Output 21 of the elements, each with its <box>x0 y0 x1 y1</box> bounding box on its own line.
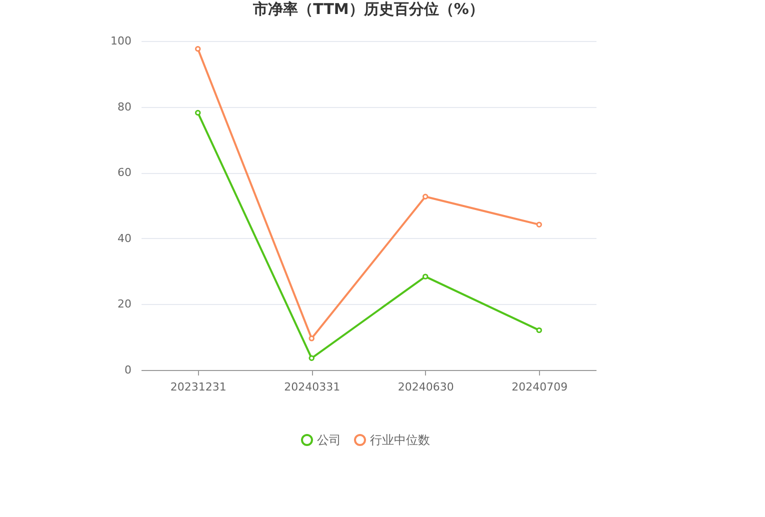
legend-label: 行业中位数 <box>370 433 430 447</box>
point <box>308 355 314 362</box>
x-tick-label: 20240709 <box>512 380 568 394</box>
point <box>422 274 428 280</box>
y-tick-label: 100 <box>110 34 132 48</box>
point <box>308 336 314 342</box>
y-tick-label: 80 <box>118 100 132 114</box>
point <box>195 110 201 116</box>
y-tick-label: 40 <box>118 232 132 245</box>
y-tick-label: 60 <box>118 166 132 180</box>
chart-title: 市净率（TTM）历史百分位（%） <box>252 0 484 18</box>
x-tick-label: 20231231 <box>170 380 226 394</box>
y-tick-label: 0 <box>124 364 132 376</box>
y-tick-label: 20 <box>118 298 132 311</box>
point <box>536 327 542 334</box>
point <box>422 194 428 200</box>
point <box>195 46 201 52</box>
x-tick-label: 20240630 <box>398 380 454 394</box>
x-tick-label: 20240331 <box>284 380 340 394</box>
legend-label: 公司 <box>317 433 341 447</box>
point <box>536 222 542 228</box>
